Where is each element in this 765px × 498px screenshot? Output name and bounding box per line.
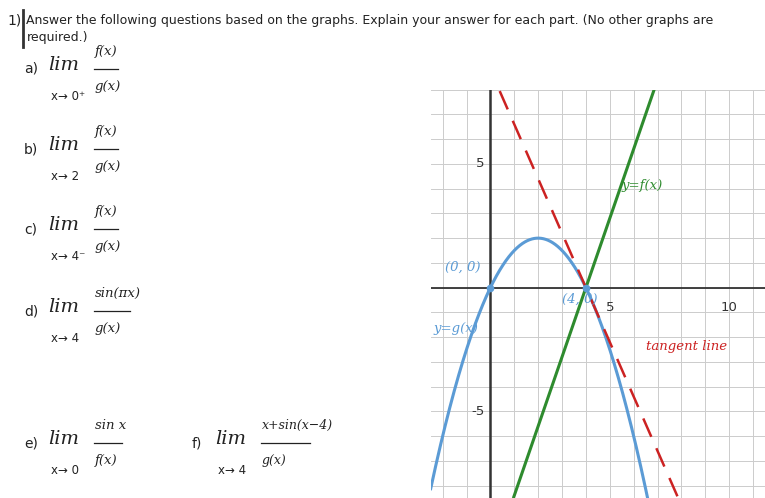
Text: Answer the following questions based on the graphs. Explain your answer for each: Answer the following questions based on … — [26, 14, 714, 27]
Text: 5: 5 — [606, 301, 614, 314]
Text: b): b) — [24, 142, 38, 156]
Text: x→ 2: x→ 2 — [50, 170, 79, 183]
Text: d): d) — [24, 304, 38, 318]
Text: lim: lim — [48, 56, 80, 74]
Text: f(x): f(x) — [95, 205, 117, 218]
Text: required.): required.) — [26, 31, 88, 44]
Text: x→ 0⁺: x→ 0⁺ — [50, 90, 85, 103]
Text: (0, 0): (0, 0) — [445, 260, 480, 273]
Text: a): a) — [24, 62, 38, 76]
Text: g(x): g(x) — [95, 240, 121, 253]
Text: tangent line: tangent line — [646, 340, 727, 353]
Text: lim: lim — [216, 430, 246, 448]
Text: x→ 4: x→ 4 — [50, 332, 79, 345]
Text: y=g(x): y=g(x) — [433, 322, 478, 335]
Text: sin x: sin x — [95, 419, 125, 432]
Text: 10: 10 — [721, 301, 737, 314]
Text: (4, 0): (4, 0) — [562, 292, 597, 305]
Text: -5: -5 — [471, 405, 484, 418]
Text: e): e) — [24, 436, 38, 450]
Text: g(x): g(x) — [95, 80, 121, 93]
Text: g(x): g(x) — [95, 160, 121, 173]
Text: x+sin(x−4): x+sin(x−4) — [262, 419, 333, 432]
Text: x→ 0: x→ 0 — [50, 464, 79, 477]
Text: f): f) — [191, 436, 202, 450]
Text: f(x): f(x) — [95, 454, 117, 467]
Text: g(x): g(x) — [95, 322, 121, 335]
Text: lim: lim — [48, 136, 80, 154]
Text: 5: 5 — [476, 157, 484, 170]
Text: x→ 4: x→ 4 — [218, 464, 246, 477]
Text: x→ 4⁻: x→ 4⁻ — [50, 250, 85, 263]
Text: f(x): f(x) — [95, 45, 117, 58]
Text: g(x): g(x) — [262, 454, 286, 467]
Text: f(x): f(x) — [95, 125, 117, 138]
Text: sin(πx): sin(πx) — [95, 287, 141, 300]
Text: y=f(x): y=f(x) — [622, 179, 663, 192]
Text: c): c) — [24, 222, 37, 236]
Text: 1): 1) — [8, 14, 22, 28]
Text: lim: lim — [48, 216, 80, 234]
Text: lim: lim — [48, 430, 80, 448]
Text: lim: lim — [48, 298, 80, 316]
